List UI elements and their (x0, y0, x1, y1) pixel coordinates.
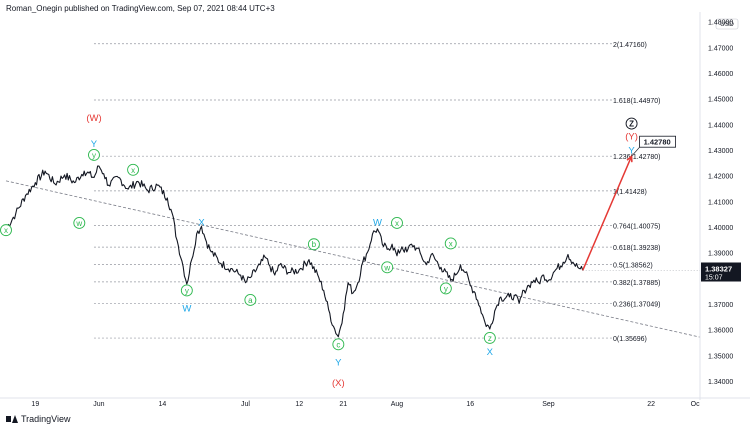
trendline (5, 180, 701, 338)
fib-level-label: 1.618(1.44970) (613, 98, 660, 105)
y-tick-label: 1.48000 (708, 20, 733, 27)
wave-label: x (395, 219, 399, 228)
wave-label: c (336, 340, 340, 349)
wave-label: a (248, 296, 253, 305)
wave-label: Y (335, 357, 342, 368)
y-tick-label: 1.41000 (708, 199, 733, 206)
y-tick-label: 1.47000 (708, 45, 733, 52)
target-label-leader (631, 146, 640, 157)
target-label: 1.42780 (644, 138, 671, 147)
wave-label: y (92, 151, 96, 160)
y-tick-label: 1.39000 (708, 251, 733, 258)
y-tick-label: 1.34000 (708, 379, 733, 386)
x-tick-label: 22 (647, 401, 655, 408)
y-tick-label: 1.42000 (708, 174, 733, 181)
fib-level-label: 0(1.35696) (613, 336, 647, 343)
wave-label: b (312, 240, 317, 249)
fib-level-label: 0.382(1.37885) (613, 280, 660, 287)
y-tick-label: 1.45000 (708, 97, 733, 104)
wave-label: W (182, 303, 191, 314)
price-series-layer (5, 165, 584, 338)
axes: USD1.340001.350001.360001.370001.380001.… (0, 12, 750, 408)
x-tick-label: 12 (295, 401, 303, 408)
y-tick-label: 1.46000 (708, 71, 733, 78)
y-tick-label: 1.44000 (708, 122, 733, 129)
wave-label: y (185, 286, 189, 295)
x-tick-label: Jun (93, 401, 104, 408)
footer-brand: TradingView (21, 414, 71, 424)
x-tick-label: 16 (466, 401, 474, 408)
wave-label: z (488, 334, 492, 343)
fib-level-label: 0.618(1.39238) (613, 245, 660, 252)
wave-label: X (198, 217, 205, 228)
fib-level-label: 0.5(1.38562) (613, 262, 653, 269)
wave-label-circle (127, 163, 140, 176)
trendline-layer (5, 180, 701, 338)
wave-label-circle (444, 237, 457, 250)
x-tick-label: Oc (691, 401, 700, 408)
currency-label: USD (720, 21, 734, 28)
projection-layer: 1.42780 (582, 135, 676, 271)
y-tick-label: 1.40000 (708, 225, 733, 232)
x-tick-label: 14 (158, 401, 166, 408)
fib-level-label: 2(1.47160) (613, 42, 647, 49)
wave-label: X (487, 347, 494, 358)
wave-label: W (373, 217, 382, 228)
wave-label: x (449, 239, 453, 248)
wave-label: Y (91, 139, 98, 150)
wave-label-circle (439, 282, 452, 295)
wave-label: Z (629, 120, 634, 129)
wave-label-circle (88, 148, 100, 161)
fib-level-label: 0.764(1.40075) (613, 224, 660, 231)
wave-label-circle (391, 216, 403, 229)
y-tick-label: 1.35000 (708, 353, 733, 360)
wave-label-circle (307, 238, 320, 251)
tradingview-logo-icon (6, 414, 18, 424)
x-tick-label: 21 (339, 401, 347, 408)
price-series-line (5, 165, 584, 338)
wave-label-circle (381, 261, 394, 274)
wave-label: (Y) (625, 131, 638, 142)
wave-label: x (4, 226, 8, 235)
price-badge-time: 15:07 (705, 275, 723, 282)
wave-label: y (444, 284, 448, 293)
wave-label-circle (625, 117, 638, 130)
y-tick-label: 1.37000 (708, 302, 733, 309)
x-tick-label: Aug (391, 401, 404, 408)
wave-label-circle (73, 216, 86, 229)
wave-label: Y (628, 146, 635, 157)
x-tick-label: 19 (31, 401, 39, 408)
wave-label-circle (483, 331, 496, 344)
target-label-box (639, 135, 676, 148)
wave-label-circle (244, 293, 257, 306)
fib-level-label: 1.236(1.42780) (613, 154, 660, 161)
fibonacci-levels: 2(1.47160) 1.618(1.44970) 1.236(1.42780) 1(… (93, 42, 661, 343)
x-tick-label: Sep (542, 401, 555, 408)
y-tick-label: 1.43000 (708, 148, 733, 155)
wave-label: w (383, 263, 390, 272)
currency-box (715, 18, 739, 30)
wave-label-circle (332, 338, 345, 351)
wave-label: (W) (86, 113, 101, 124)
fib-level-label: 0.236(1.37049) (613, 301, 660, 308)
price-badge-value: 1.38327 (705, 265, 732, 274)
price-badge (701, 262, 741, 282)
y-tick-label: 1.36000 (708, 328, 733, 335)
wave-label-circle (0, 224, 12, 237)
footer: TradingView (6, 414, 71, 424)
projection-line (582, 155, 633, 271)
fib-level-label: 1(1.41428) (613, 189, 647, 196)
wave-label: w (75, 219, 82, 228)
wave-label-circle (180, 284, 193, 297)
wave-label: x (131, 166, 135, 175)
chart-header: Roman_Onegin published on TradingView.co… (6, 4, 275, 13)
x-tick-label: Jul (241, 401, 250, 408)
wave-label: (X) (332, 378, 345, 389)
